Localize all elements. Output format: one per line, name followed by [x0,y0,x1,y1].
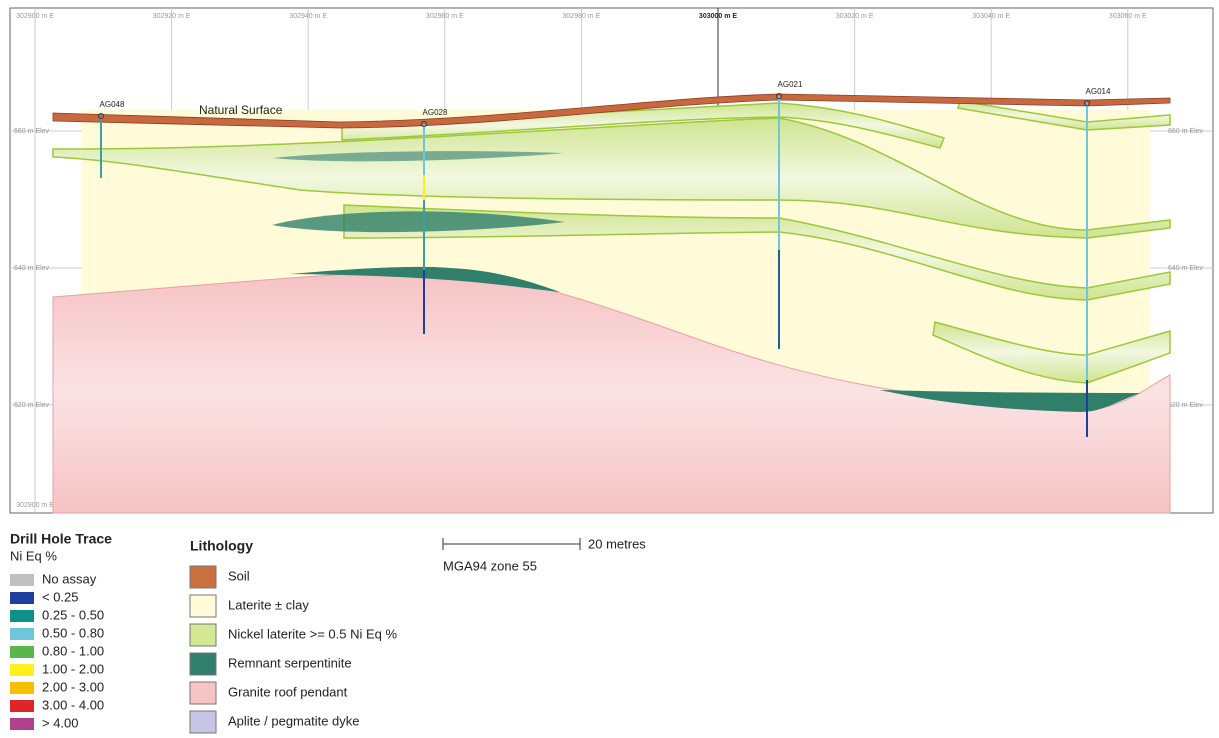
swatch [189,565,217,589]
legend-label: 0.80 - 1.00 [42,643,104,658]
legend-label: < 0.25 [42,589,79,604]
swatch [10,574,34,586]
soil [52,93,1171,129]
lithology-legend: Soil Laterite ± clay Nickel laterite >= 0.… [189,565,398,734]
legend-label: Soil [228,568,250,583]
hole-label: AG028 [423,108,448,117]
serpentinite [880,390,1140,412]
swatch [10,628,34,640]
swatch [10,592,34,604]
easting-label: 303040 m E [972,13,1010,20]
legend-label: 2.00 - 3.00 [42,679,104,694]
serpentinite [290,266,560,292]
easting-label: 303020 m E [836,13,874,20]
legend-label: No assay [42,571,97,586]
legend-label: Remnant serpentinite [228,655,352,670]
scale-label: 20 metres [588,536,646,551]
swatch [189,594,217,618]
legend-label: Granite roof pendant [228,684,348,699]
collars [98,93,1090,127]
legend-subtitle: Ni Eq % [10,548,57,563]
elevation-label: 640 m Elev [1168,265,1204,272]
swatch [189,710,217,734]
legend-label: 1.00 - 2.00 [42,661,104,676]
swatch [189,681,217,705]
easting-label: 302960 m E [426,13,464,20]
elevation-label: 620 m Elev [1168,402,1204,409]
legend-label: Laterite ± clay [228,597,309,612]
elevation-label: 640 m Elev [14,265,50,272]
hole-label: AG048 [100,100,125,109]
elevation-label: 620 m Elev [14,402,50,409]
swatch [10,718,34,730]
elevation-label: 660 m Elev [1168,128,1204,135]
legend-title: Drill Hole Trace [10,531,112,547]
easting-label: 302940 m E [289,13,327,20]
hole-label: AG014 [1086,87,1111,96]
projection: MGA94 zone 55 [443,558,537,573]
swatch [10,700,34,712]
legend-label: Nickel laterite >= 0.5 Ni Eq % [228,626,398,641]
swatch [189,652,217,676]
legend-label: 0.50 - 0.80 [42,625,104,640]
legend-label: Aplite / pegmatite dyke [228,713,360,728]
easting-label: 302900 m E [16,13,54,20]
legend-label: > 4.00 [42,715,79,730]
drill-holes [100,96,1088,437]
legend-label: 0.25 - 0.50 [42,607,104,622]
swatch [10,646,34,658]
easting-label: 303000 m E [699,13,737,20]
easting-label: 302920 m E [153,13,191,20]
legend-title: Lithology [190,538,253,554]
elevation-label: 660 m Elev [14,128,50,135]
surface-label: Natural Surface [199,103,283,117]
legend-label: 3.00 - 4.00 [42,697,104,712]
swatch [189,623,217,647]
easting-label: 303060 m E [1109,13,1147,20]
serpentinite [272,211,565,233]
grade-legend: No assay < 0.25 0.25 - 0.50 0.50 - 0.80 0.80… [10,571,104,730]
easting-label: 302900 m E [16,502,54,509]
hole-label: AG021 [778,80,803,89]
swatch [10,664,34,676]
swatch [10,610,34,622]
serpentinite [272,151,565,162]
scale-bar [442,538,581,550]
easting-label: 302980 m E [563,13,601,20]
swatch [10,682,34,694]
